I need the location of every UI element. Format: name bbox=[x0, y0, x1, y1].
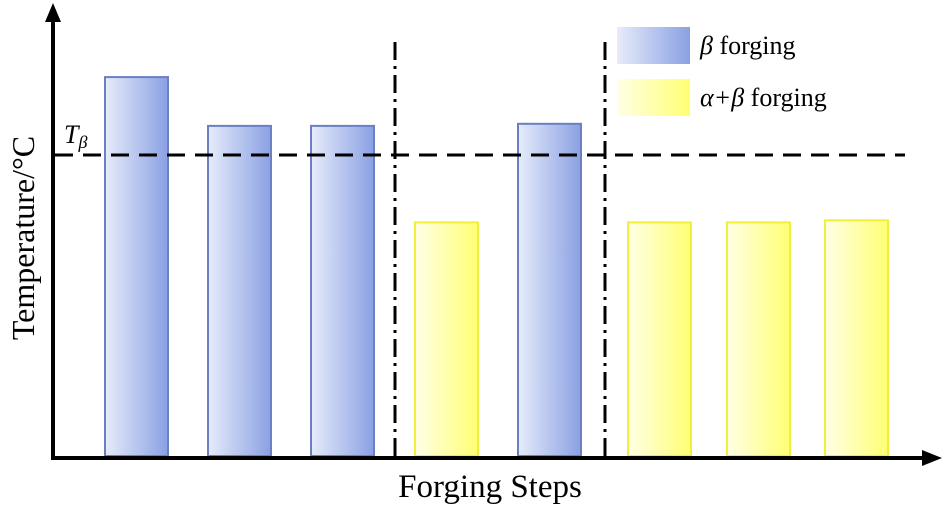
legend-beta-symbol: β bbox=[699, 31, 713, 60]
t-beta-label-sub: β bbox=[77, 132, 87, 152]
bar-5 bbox=[517, 122, 582, 458]
t-beta-label-main: T bbox=[64, 120, 80, 149]
legend-label-alpha-beta: α+β forging bbox=[700, 83, 827, 112]
y-axis-label: Temperature/°C bbox=[5, 136, 41, 340]
bar-8 bbox=[824, 219, 889, 457]
legend-alpha-beta-symbol: α+β bbox=[700, 83, 744, 112]
bar-7 bbox=[726, 221, 791, 457]
y-axis-arrow-icon bbox=[45, 3, 61, 22]
bar-3 bbox=[310, 124, 375, 457]
legend: β forging α+β forging bbox=[617, 27, 827, 116]
legend-swatch-beta bbox=[617, 27, 690, 64]
legend-swatch-alpha-beta bbox=[617, 79, 690, 116]
legend-beta-text: forging bbox=[713, 31, 796, 60]
bars-group bbox=[104, 76, 889, 458]
legend-label-beta: β forging bbox=[699, 31, 796, 60]
t-beta-label: Tβ bbox=[64, 120, 87, 152]
legend-alpha-beta-text: forging bbox=[744, 83, 827, 112]
x-axis-label: Forging Steps bbox=[398, 469, 582, 505]
bar-1 bbox=[104, 76, 169, 457]
bar-6 bbox=[627, 221, 692, 457]
x-axis-arrow-icon bbox=[922, 450, 942, 466]
bar-2 bbox=[207, 124, 272, 457]
bar-4 bbox=[414, 221, 479, 457]
step-separators bbox=[393, 42, 607, 456]
